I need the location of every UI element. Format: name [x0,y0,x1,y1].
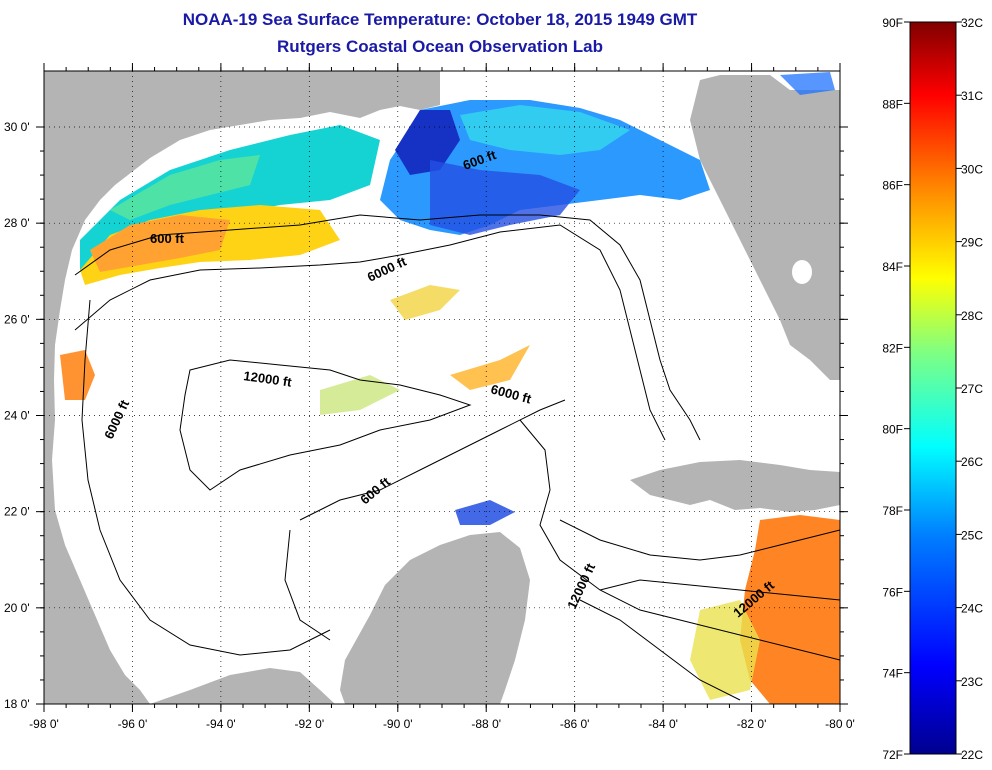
map-subtitle: Rutgers Coastal Ocean Observation Lab [277,37,603,56]
map-grid [44,71,840,704]
lon-tick-label: -82 0' [737,717,767,731]
lat-tick-label: 26 0' [4,312,30,326]
colorbar-f-label: 74F [882,667,903,681]
lon-tick-label: -90 0' [383,717,413,731]
colorbar-c-label: 25C [961,528,983,542]
map-axes: -98 0' -96 0' -94 0' -92 0' -90 0' -88 0' -86 … [4,63,855,731]
lat-tick-label: 18 0' [4,697,30,711]
sst-data [60,72,840,704]
colorbar-c-label: 32C [961,16,983,30]
colorbar-c-label: 27C [961,382,983,396]
map-title: NOAA-19 Sea Surface Temperature: October… [182,10,698,29]
contour-label: 600 ft [150,231,185,246]
lon-tick-label: -92 0' [295,717,325,731]
colorbar-f-label: 76F [882,585,903,599]
land-cuba [630,460,840,512]
lat-tick-label: 24 0' [4,409,30,423]
land-mexico-south [150,668,335,704]
lon-tick-label: -80 0' [825,717,855,731]
lon-tick-label: -84 0' [648,717,678,731]
colorbar-f-label: 80F [882,423,903,437]
lon-tick-label: -94 0' [206,717,236,731]
contour-label: 12000 ft [243,368,294,390]
colorbar-f-label: 82F [882,341,903,355]
colorbar [909,21,957,755]
land-yucatan [340,532,530,704]
colorbar-f-label: 84F [882,260,903,274]
colorbar-c-label: 23C [961,675,983,689]
colorbar-c-label: 28C [961,309,983,323]
colorbar-f-label: 72F [882,748,903,762]
lon-tick-label: -96 0' [118,717,148,731]
colorbar-c-label: 24C [961,602,983,616]
colorbar-c-label: 30C [961,162,983,176]
bathymetry-contours [74,214,840,701]
lat-tick-label: 28 0' [4,216,30,230]
colorbar-f-label: 88F [882,97,903,111]
lon-tick-label: -88 0' [471,717,501,731]
lat-tick-label: 20 0' [4,601,30,615]
colorbar-f-label: 78F [882,504,903,518]
colorbar-c-label: 31C [961,89,983,103]
colorbar-f-label: 86F [882,179,903,193]
lake-okeechobee [792,260,812,284]
lat-tick-label: 30 0' [4,120,30,134]
colorbar-c-label: 22C [961,748,983,762]
lon-tick-label: -98 0' [29,717,59,731]
colorbar-ticks: 90F 88F 86F 84F 82F 80F 78F 76F 74F 72F 32C 31C 30C 2… [882,16,983,762]
colorbar-f-label: 90F [882,16,903,30]
colorbar-c-label: 29C [961,236,983,250]
lat-tick-label: 22 0' [4,505,30,519]
colorbar-c-label: 26C [961,455,983,469]
lon-tick-label: -86 0' [560,717,590,731]
map-content [44,71,840,704]
land-north-america [44,71,840,704]
